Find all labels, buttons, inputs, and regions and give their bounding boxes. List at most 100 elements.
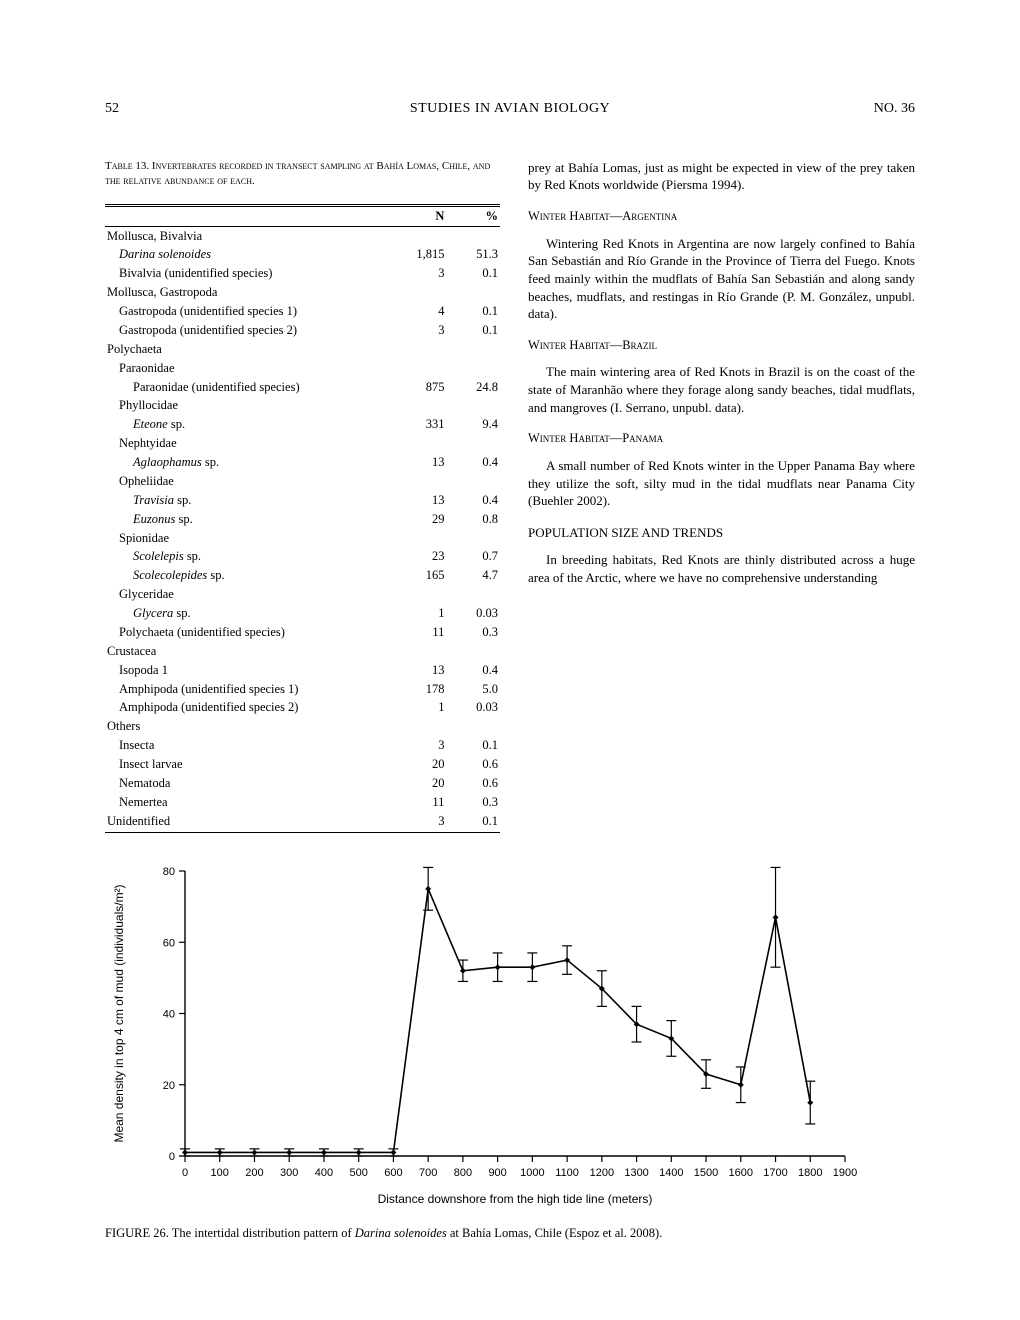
right-column: prey at Bahía Lomas, just as might be ex… <box>528 159 915 833</box>
table-cell-n: 331 <box>398 415 446 434</box>
table-cell-label: Nematoda <box>105 774 398 793</box>
table-cell-pct: 0.8 <box>446 510 500 529</box>
svg-text:80: 80 <box>163 866 175 878</box>
table-row: Scolecolepides sp.1654.7 <box>105 566 500 585</box>
invertebrate-table: N % Mollusca, BivalviaDarina solenoides1… <box>105 204 500 833</box>
table-row: Gastropoda (unidentified species 1)40.1 <box>105 302 500 321</box>
table-cell-pct <box>446 642 500 661</box>
figure-caption-suffix: at Bahía Lomas, Chile (Espoz et al. 2008… <box>447 1226 663 1240</box>
figure-block: 0204060800100200300400500600700800900100… <box>105 861 915 1242</box>
table-cell-n <box>398 283 446 302</box>
table-cell-label: Nemertea <box>105 793 398 812</box>
table-cell-n: 3 <box>398 736 446 755</box>
figure-caption: FIGURE 26. The intertidal distribution p… <box>105 1225 915 1242</box>
table-cell-pct <box>446 585 500 604</box>
table-row: Gastropoda (unidentified species 2)30.1 <box>105 321 500 340</box>
table-row: Eteone sp.3319.4 <box>105 415 500 434</box>
table-cell-pct: 0.1 <box>446 264 500 283</box>
svg-text:1400: 1400 <box>659 1167 683 1179</box>
section-paragraph: Wintering Red Knots in Argentina are now… <box>528 235 915 323</box>
issue-number: NO. 36 <box>815 100 915 119</box>
section-paragraph: The main wintering area of Red Knots in … <box>528 363 915 416</box>
table-row: Unidentified30.1 <box>105 812 500 832</box>
section-heading: Winter Habitat—Argentina <box>528 208 915 225</box>
table-cell-label: Spionidae <box>105 529 398 548</box>
table-cell-label: Scolelepis sp. <box>105 547 398 566</box>
table-cell-pct: 0.6 <box>446 774 500 793</box>
table-cell-pct: 0.3 <box>446 793 500 812</box>
table-cell-label: Opheliidae <box>105 472 398 491</box>
table-cell-label: Isopoda 1 <box>105 661 398 680</box>
table-cell-n: 23 <box>398 547 446 566</box>
table-row: Darina solenoides1,81551.3 <box>105 245 500 264</box>
table-cell-label: Euzonus sp. <box>105 510 398 529</box>
svg-text:1200: 1200 <box>590 1167 614 1179</box>
page-header: 52 STUDIES IN AVIAN BIOLOGY NO. 36 <box>105 100 915 119</box>
table-cell-pct <box>446 283 500 302</box>
intro-paragraph: prey at Bahía Lomas, just as might be ex… <box>528 159 915 194</box>
table-cell-n: 1 <box>398 698 446 717</box>
svg-text:1600: 1600 <box>729 1167 753 1179</box>
svg-text:1300: 1300 <box>624 1167 648 1179</box>
table-cell-n <box>398 340 446 359</box>
table-cell-n: 3 <box>398 812 446 832</box>
table-cell-pct: 5.0 <box>446 680 500 699</box>
table-cell-label: Phyllocidae <box>105 396 398 415</box>
table-row: Nematoda200.6 <box>105 774 500 793</box>
figure-caption-prefix: FIGURE 26. The intertidal distribution p… <box>105 1226 355 1240</box>
table-row: Bivalvia (unidentified species)30.1 <box>105 264 500 283</box>
major-heading: POPULATION SIZE AND TRENDS <box>528 524 915 542</box>
table-cell-label: Gastropoda (unidentified species 1) <box>105 302 398 321</box>
svg-text:1000: 1000 <box>520 1167 544 1179</box>
section-heading: Winter Habitat—Panama <box>528 430 915 447</box>
svg-text:40: 40 <box>163 1008 175 1020</box>
table-cell-n: 178 <box>398 680 446 699</box>
table-cell-n <box>398 585 446 604</box>
table-cell-label: Others <box>105 717 398 736</box>
table-cell-n: 13 <box>398 453 446 472</box>
table-cell-n: 875 <box>398 378 446 397</box>
svg-text:300: 300 <box>280 1167 298 1179</box>
table-cell-n: 20 <box>398 774 446 793</box>
table-cell-n: 3 <box>398 321 446 340</box>
table-cell-label: Mollusca, Bivalvia <box>105 226 398 245</box>
table-cell-label: Scolecolepides sp. <box>105 566 398 585</box>
table-cell-label: Bivalvia (unidentified species) <box>105 264 398 283</box>
table-cell-n <box>398 434 446 453</box>
table-cell-n: 1 <box>398 604 446 623</box>
chart: 0204060800100200300400500600700800900100… <box>105 861 915 1211</box>
table-row: Opheliidae <box>105 472 500 491</box>
svg-text:100: 100 <box>211 1167 229 1179</box>
svg-text:0: 0 <box>182 1167 188 1179</box>
table-cell-label: Polychaeta <box>105 340 398 359</box>
table-cell-pct <box>446 434 500 453</box>
table-cell-label: Amphipoda (unidentified species 2) <box>105 698 398 717</box>
svg-text:Distance downshore from the hi: Distance downshore from the high tide li… <box>378 1192 653 1206</box>
table-row: Aglaophamus sp.130.4 <box>105 453 500 472</box>
table-cell-n: 11 <box>398 623 446 642</box>
table-row: Amphipoda (unidentified species 2)10.03 <box>105 698 500 717</box>
table-cell-n: 20 <box>398 755 446 774</box>
table-cell-label: Eteone sp. <box>105 415 398 434</box>
table-cell-label: Unidentified <box>105 812 398 832</box>
table-cell-pct: 0.4 <box>446 661 500 680</box>
section-paragraph: A small number of Red Knots winter in th… <box>528 457 915 510</box>
table-cell-pct: 0.03 <box>446 698 500 717</box>
table-cell-pct: 0.1 <box>446 302 500 321</box>
table-col-pct: % <box>446 205 500 226</box>
table-row: Paraonidae (unidentified species)87524.8 <box>105 378 500 397</box>
section-heading: Winter Habitat—Brazil <box>528 337 915 354</box>
table-cell-label: Nephtyidae <box>105 434 398 453</box>
table-cell-label: Polychaeta (unidentified species) <box>105 623 398 642</box>
svg-text:Mean density in top 4 cm of mu: Mean density in top 4 cm of mud (individ… <box>112 884 126 1142</box>
table-row: Paraonidae <box>105 359 500 378</box>
table-cell-pct <box>446 226 500 245</box>
table-cell-label: Travisia sp. <box>105 491 398 510</box>
table-row: Insect larvae200.6 <box>105 755 500 774</box>
major-paragraph: In breeding habitats, Red Knots are thin… <box>528 551 915 586</box>
journal-title: STUDIES IN AVIAN BIOLOGY <box>205 100 815 119</box>
table-row: Scolelepis sp.230.7 <box>105 547 500 566</box>
svg-text:200: 200 <box>245 1167 263 1179</box>
table-cell-n <box>398 226 446 245</box>
table-row: Phyllocidae <box>105 396 500 415</box>
